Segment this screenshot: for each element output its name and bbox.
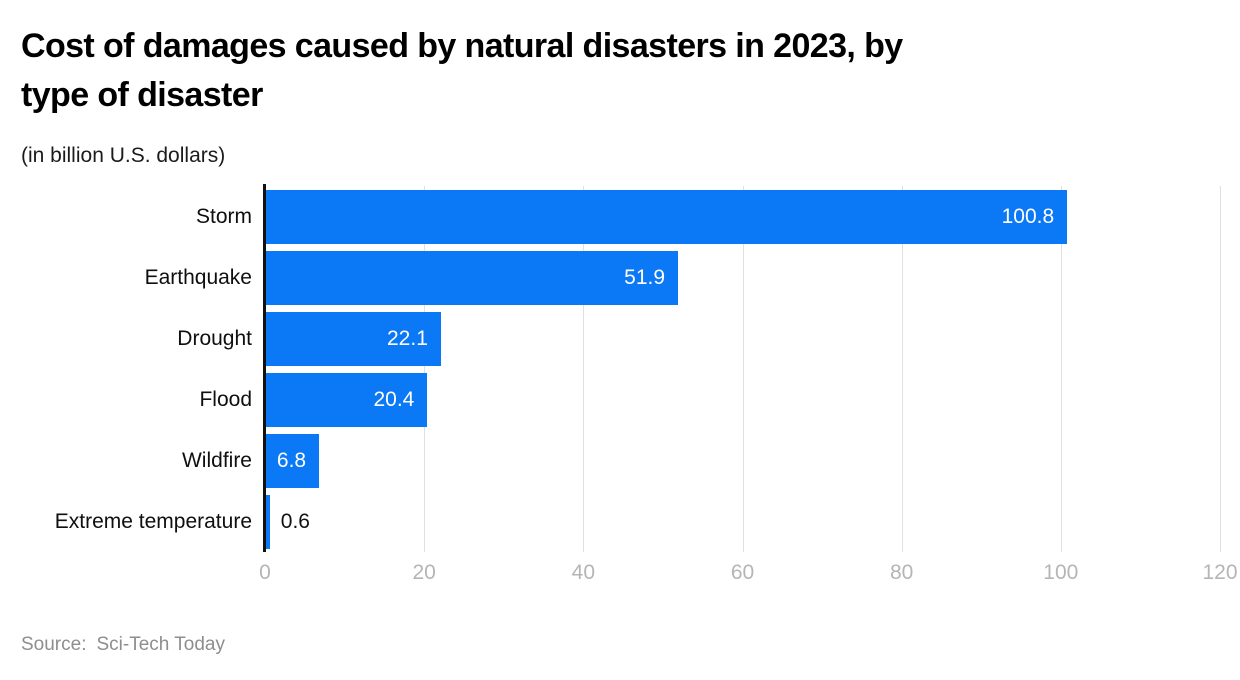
bar-value-label: 6.8: [276, 448, 307, 472]
bar-storm: 100.8: [265, 189, 1068, 244]
bar-value-label: 20.4: [373, 387, 415, 411]
bar-wildfire: 6.8: [265, 433, 320, 488]
bar-row: 0.6: [265, 491, 1220, 552]
page-title: Cost of damages caused by natural disast…: [21, 27, 903, 114]
category-label: Wildfire: [181, 448, 252, 472]
bar-row: 100.8: [265, 186, 1220, 247]
category-label: Extreme temperature: [54, 509, 252, 533]
x-axis: 0 20 40 60 80 100 120: [259, 552, 1237, 586]
gridline-40: [583, 186, 585, 552]
category-labels-column: Storm Earthquake Drought Flood Wildfire Extre…: [21, 186, 265, 552]
x-axis-tick-label: 60: [730, 561, 755, 584]
bar-extreme-temperature: [265, 494, 270, 549]
category-label: Earthquake: [144, 265, 252, 289]
bar-row: 20.4: [265, 369, 1220, 430]
x-axis-tick-label: 0: [259, 561, 271, 584]
plot-area: 100.8 51.9 22.1 20.4 6.8 0.6: [263, 184, 1221, 552]
gridline-120: [1220, 186, 1221, 552]
category-label: Drought: [177, 326, 252, 350]
bar-value-label: 22.1: [387, 326, 428, 350]
bar-row: 51.9: [265, 247, 1220, 308]
gridline-20: [424, 186, 426, 552]
source-label: Source:: [21, 634, 87, 655]
source-value: Sci-Tech Today: [96, 634, 225, 655]
bar-value-label: 100.8: [1001, 204, 1055, 228]
gridline-60: [742, 186, 744, 552]
page-subtitle: (in billion U.S. dollars): [21, 144, 226, 167]
gridline-100: [1060, 186, 1062, 552]
y-axis-line: [263, 184, 266, 552]
bar-drought: 22.1: [265, 311, 441, 366]
bar-value-label: 51.9: [624, 265, 666, 289]
x-axis-tick-label: 120: [1202, 561, 1238, 584]
gridline-80: [901, 186, 903, 552]
bar-row: 6.8: [265, 430, 1220, 491]
bar-earthquake: 51.9: [265, 250, 679, 305]
source-row: Source: Sci-Tech Today: [21, 634, 225, 656]
bar-value-label: 0.6: [280, 509, 310, 533]
category-label: Flood: [199, 387, 252, 411]
x-axis-tick-label: 20: [412, 561, 436, 584]
x-axis-tick-label: 80: [889, 561, 914, 584]
chart-plot-wrapper: Storm Earthquake Drought Flood Wildfire Extre…: [21, 184, 1221, 552]
bar-row: 22.1: [265, 308, 1220, 369]
x-axis-tick-label: 40: [571, 561, 596, 584]
bar-chart: Storm Earthquake Drought Flood Wildfire Extre…: [21, 184, 1238, 586]
x-axis-tick-label: 100: [1043, 561, 1079, 584]
category-label: Storm: [195, 204, 252, 228]
bar-flood: 20.4: [265, 372, 428, 427]
